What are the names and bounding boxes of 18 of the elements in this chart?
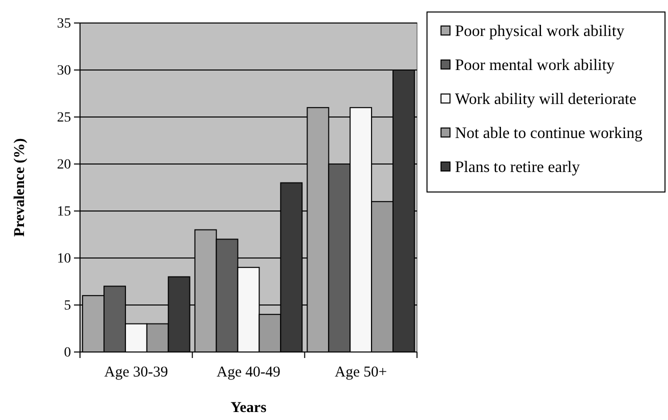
x-tick-label: Age 30-39 [104, 364, 168, 381]
legend-label: Poor mental work ability [455, 57, 615, 74]
y-axis-title: Prevalence (%) [12, 138, 28, 237]
y-tick-label: 0 [64, 345, 71, 360]
y-tick-label: 25 [57, 110, 71, 126]
x-tick-label: Age 40-49 [216, 364, 280, 381]
x-axis-title: Years [230, 400, 267, 416]
legend-label: Not able to continue working [455, 125, 643, 142]
y-tick-label: 5 [64, 298, 71, 314]
x-tick-label: Age 50+ [334, 364, 387, 381]
y-tick-label: 30 [57, 63, 71, 78]
y-tick-label: 20 [57, 157, 71, 172]
legend-label: Work ability will deteriorate [455, 91, 636, 108]
y-tick-label: 15 [57, 204, 71, 220]
y-tick-label: 10 [57, 251, 71, 266]
legend-label: Poor physical work ability [455, 23, 624, 40]
legend-label: Plans to retire early [455, 159, 580, 176]
y-tick-label: 35 [57, 16, 71, 32]
